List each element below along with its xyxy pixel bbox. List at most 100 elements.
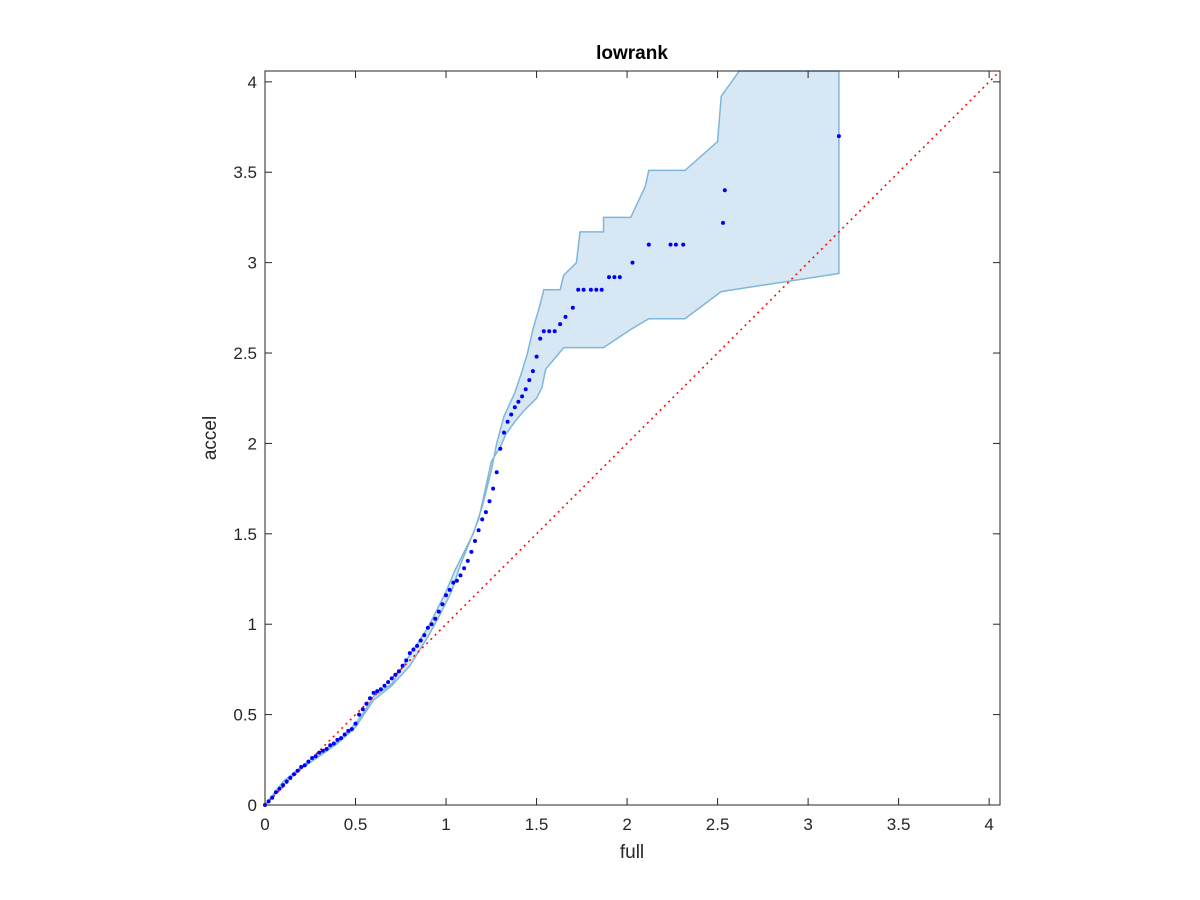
data-point — [547, 329, 552, 334]
data-point — [552, 329, 557, 334]
x-axis-ticks: 0 0.5 1 1.5 2 2.5 3 3.5 4 — [260, 71, 994, 834]
x-tick-label: 2.5 — [706, 815, 730, 834]
data-point — [512, 405, 517, 410]
data-point — [368, 696, 372, 701]
data-point — [382, 683, 387, 688]
y-tick-label: 0 — [248, 796, 257, 815]
data-point — [371, 690, 376, 695]
data-point — [415, 643, 420, 648]
data-point — [404, 658, 409, 663]
x-tick-label: 2 — [622, 815, 631, 834]
data-point — [299, 765, 304, 769]
data-point — [331, 741, 336, 746]
axes-frame — [264, 70, 1001, 806]
data-point — [306, 759, 311, 764]
y-axis-ticks: 0 0.5 1 1.5 2 2.5 3 3.5 4 — [233, 73, 1000, 815]
data-point — [617, 275, 622, 280]
data-point — [389, 676, 394, 681]
data-point — [429, 622, 434, 627]
data-point — [520, 394, 525, 399]
data-point — [487, 499, 492, 504]
y-tick-label: 2.5 — [233, 344, 257, 363]
data-point — [681, 242, 686, 247]
data-point — [433, 616, 438, 621]
data-point — [462, 566, 467, 571]
data-point — [721, 220, 725, 225]
data-point — [440, 602, 445, 607]
data-point — [454, 578, 459, 583]
x-tick-label: 1 — [441, 815, 450, 834]
y-tick-label: 1.5 — [233, 525, 257, 544]
data-point — [673, 242, 678, 247]
data-point — [668, 242, 673, 247]
data-point — [465, 558, 470, 563]
data-point — [353, 721, 358, 726]
data-point — [310, 756, 315, 760]
data-point — [576, 287, 581, 292]
data-point — [534, 354, 539, 359]
data-point — [530, 369, 535, 374]
data-point — [458, 573, 463, 578]
data-point — [349, 727, 354, 732]
data-point — [538, 336, 543, 341]
data-point — [612, 275, 617, 280]
data-point — [630, 260, 635, 265]
data-point — [375, 689, 380, 694]
y-tick-label: 4 — [248, 73, 257, 92]
data-point — [436, 609, 441, 614]
data-point — [346, 728, 351, 733]
data-points — [263, 134, 841, 807]
data-point — [516, 399, 521, 404]
data-point — [607, 275, 611, 280]
data-point — [570, 305, 575, 310]
data-point — [342, 732, 347, 737]
data-point — [588, 287, 593, 292]
data-point — [494, 470, 499, 475]
data-point — [444, 593, 448, 598]
reference-line — [264, 70, 1001, 806]
confidence-band — [264, 70, 840, 806]
data-point — [317, 750, 322, 755]
y-tick-label: 2 — [248, 434, 257, 453]
data-point — [357, 712, 362, 717]
data-point — [335, 737, 340, 742]
data-point — [288, 775, 293, 780]
data-point — [523, 387, 528, 392]
data-point — [277, 786, 282, 791]
y-tick-label: 3.5 — [233, 163, 257, 182]
data-point — [281, 783, 286, 788]
data-point — [502, 430, 506, 435]
data-point — [558, 322, 563, 327]
data-point — [646, 242, 651, 247]
data-point — [324, 747, 329, 751]
data-point — [469, 549, 474, 554]
data-point — [447, 587, 452, 592]
data-point — [527, 378, 532, 383]
data-point — [473, 539, 477, 543]
x-tick-label: 1.5 — [525, 815, 549, 834]
data-point — [320, 748, 325, 753]
y-tick-label: 0.5 — [233, 706, 257, 725]
data-point — [411, 647, 416, 652]
data-point — [505, 419, 510, 424]
data-point — [483, 510, 488, 515]
data-point — [273, 790, 278, 795]
data-point — [328, 743, 333, 748]
data-point — [266, 799, 271, 804]
x-tick-label: 0 — [260, 815, 269, 834]
data-point — [418, 638, 423, 643]
data-point — [563, 314, 568, 319]
data-point — [836, 134, 841, 139]
data-point — [360, 707, 365, 712]
data-point — [397, 669, 401, 674]
y-tick-label: 1 — [248, 615, 257, 634]
data-point — [378, 687, 383, 692]
plot-area: 0 0.5 1 1.5 2 2.5 3 3.5 4 0 0.5 1 1.5 2 2.5 3 3.5 4 — [233, 70, 1001, 834]
data-point — [270, 795, 275, 800]
data-point — [292, 772, 296, 777]
data-point — [339, 736, 343, 741]
y-axis-label: accel — [200, 416, 221, 460]
x-tick-label: 4 — [984, 815, 993, 834]
data-point — [386, 680, 391, 685]
